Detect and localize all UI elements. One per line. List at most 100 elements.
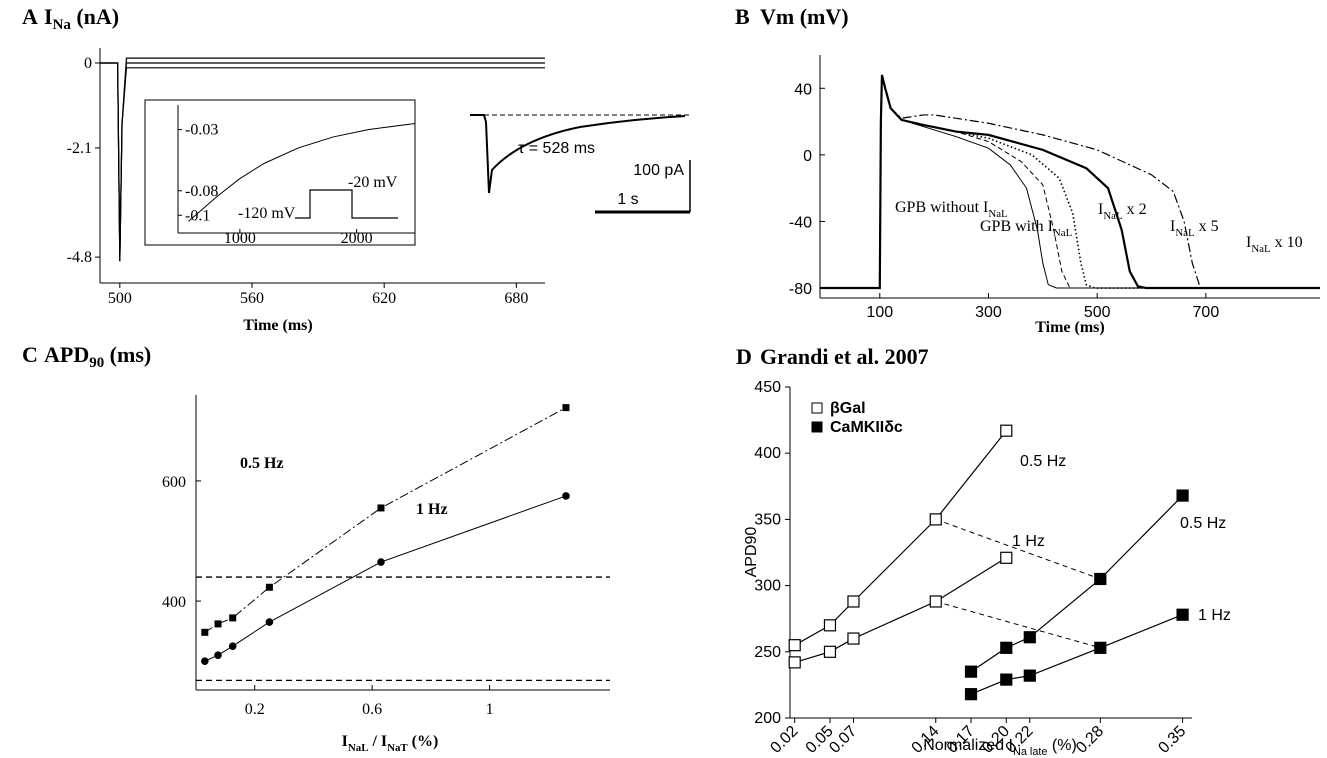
curve-label: GPB with INaL (980, 218, 1072, 239)
x-tick-label: 1 (486, 701, 494, 718)
legend-marker (811, 421, 823, 433)
marker (377, 558, 385, 566)
chart-title-part: Na (53, 17, 72, 33)
marker (229, 614, 237, 622)
y-tick-label: 0 (803, 148, 812, 165)
chart-title: Grandi et al. 2007 (760, 344, 929, 369)
marker (1000, 673, 1013, 686)
marker (1023, 631, 1036, 644)
x-axis-label: Normalized INa late (%) (923, 737, 1077, 758)
x-tick-label: 0.6 (362, 701, 382, 718)
connector (935, 601, 1101, 649)
trace (100, 62, 545, 262)
marker (964, 688, 978, 701)
inset-x-tick-label: 1000 (224, 230, 256, 247)
curve-label-part: x 10 (1271, 234, 1303, 251)
marker (562, 404, 570, 412)
marker (265, 583, 273, 591)
chart-title-part: (ms) (104, 342, 151, 367)
marker (929, 595, 942, 608)
marker (562, 492, 570, 500)
marker (265, 618, 274, 626)
chart-title-part: (nA) (71, 4, 119, 29)
current-trace (470, 114, 686, 194)
curve-label: GPB without INaL (895, 199, 1008, 220)
curve-label: INaL x 10 (1246, 234, 1303, 255)
panel-letter: A (22, 4, 38, 29)
curve-label-part: NaL (1053, 227, 1072, 239)
scale-x-label: 1 s (617, 191, 638, 208)
chart-title-part: APD (44, 342, 89, 367)
curve-label-part: x 5 (1195, 218, 1219, 235)
x-tick-label: 100 (866, 304, 893, 321)
panel-letter: B (735, 4, 750, 29)
scale-y-label: 100 pA (633, 162, 684, 179)
marker (228, 642, 237, 650)
x-axis-label-part: NaL (348, 742, 369, 754)
marker (201, 657, 209, 665)
tau-label: τ = 528 ms (518, 140, 595, 157)
y-tick-label: 40 (794, 81, 812, 98)
marker (377, 504, 385, 512)
inset-y-tick-label: -0.08 (185, 183, 218, 200)
x-axis-label-part: (%) (408, 733, 439, 750)
protocol-label: -20 mV (348, 174, 398, 191)
x-tick-label: 300 (975, 304, 1002, 321)
ap-trace (820, 74, 1320, 290)
x-axis-label-part: Normalized I (923, 737, 1013, 754)
marker (964, 665, 978, 678)
x-axis-label-part: I (342, 733, 348, 750)
marker (1094, 572, 1107, 586)
inset-frame (144, 99, 416, 246)
chart-title: APD90 (ms) (44, 342, 151, 371)
ap-trace (820, 74, 1320, 289)
marker (1000, 424, 1013, 437)
series-label: 1 Hz (1012, 533, 1045, 550)
inset-trace (188, 122, 416, 222)
curve-label-part: I (1246, 234, 1251, 251)
x-axis-label-part: / I (368, 733, 387, 750)
y-tick-label: 400 (162, 594, 186, 611)
panel-letter: D (736, 344, 752, 369)
series-label: 1 Hz (416, 501, 448, 518)
inset-y-tick-label: -0.1 (185, 207, 210, 224)
series-label: 0.5 Hz (1020, 453, 1066, 470)
curve-label-part: GPB without I (895, 199, 988, 216)
y-tick-label: 350 (754, 511, 781, 528)
voltage-protocol (295, 189, 398, 219)
chart-title-part: I (44, 4, 53, 29)
x-axis-label-part: NaT (387, 742, 408, 754)
curve-label-part: NaL (988, 208, 1007, 220)
x-axis-label: Time (ms) (1035, 319, 1104, 336)
panel-letter: C (22, 342, 38, 367)
marker (1000, 551, 1013, 564)
x-axis-label: INaL / INaT (%) (342, 733, 439, 754)
y-axis-label: APD90 (743, 527, 760, 578)
curve-label-part: NaL (1103, 210, 1122, 222)
y-tick-label: 250 (754, 644, 781, 661)
y-tick-label: 0 (84, 55, 92, 72)
series-label: 1 Hz (1198, 607, 1231, 624)
x-tick-label: 500 (108, 290, 132, 307)
marker (847, 632, 860, 645)
curve-label-part: I (1170, 218, 1175, 235)
chart-title: Vm (mV) (760, 4, 849, 29)
inset-x-tick-label: 2000 (341, 230, 373, 247)
curve-label-part: NaL (1175, 227, 1194, 239)
curve-label-part: GPB with I (980, 218, 1053, 235)
curve-label-part: NaL (1251, 243, 1270, 255)
marker (214, 651, 222, 659)
marker (1000, 641, 1013, 654)
marker (1176, 489, 1189, 502)
chart-title: INa (nA) (44, 4, 119, 33)
curve-label-part: x 2 (1123, 201, 1147, 218)
marker (788, 656, 801, 669)
x-tick-label: 680 (504, 290, 528, 307)
y-tick-label: 450 (754, 379, 781, 396)
y-tick-label: 200 (754, 710, 781, 727)
series-label: 0.5 Hz (1180, 515, 1226, 532)
y-tick-label: 600 (162, 474, 186, 491)
y-tick-label: -40 (789, 214, 812, 231)
protocol-label: -120 mV (238, 205, 296, 222)
